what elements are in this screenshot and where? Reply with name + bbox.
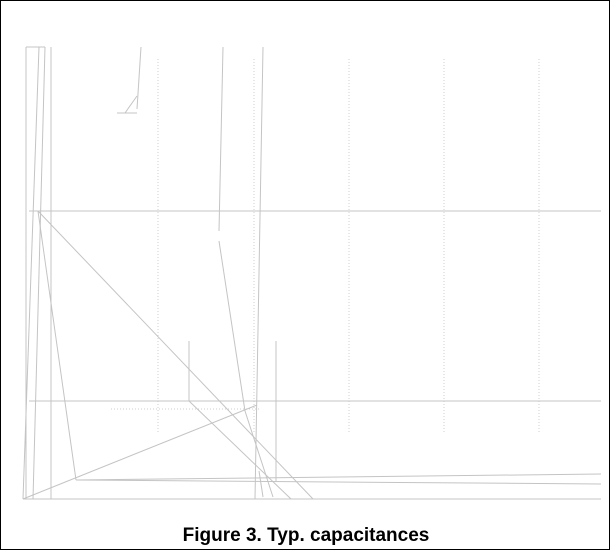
left-trace-2: [22, 46, 40, 500]
left-trace-3: [32, 46, 46, 500]
capacitance-plot: [22, 46, 602, 500]
lower-diagonal-2: [244, 410, 274, 498]
diagonal-trace-1: [37, 210, 314, 500]
central-trace-3: [254, 46, 264, 500]
horizontal-line-lower-2: [75, 479, 602, 485]
upper-mark-vertical: [136, 46, 142, 110]
lower-stub: [258, 470, 264, 498]
diagonal-trace-2: [37, 210, 77, 481]
central-trace-1: [218, 46, 224, 232]
lower-diagonal-1: [188, 400, 292, 500]
central-trace-2: [218, 240, 246, 412]
horizontal-line-lower-1: [75, 473, 602, 481]
upper-mark-diagonal: [124, 95, 138, 114]
figure-caption: Figure 3. Typ. capacitances: [182, 525, 430, 546]
diagonal-cross: [22, 404, 258, 500]
